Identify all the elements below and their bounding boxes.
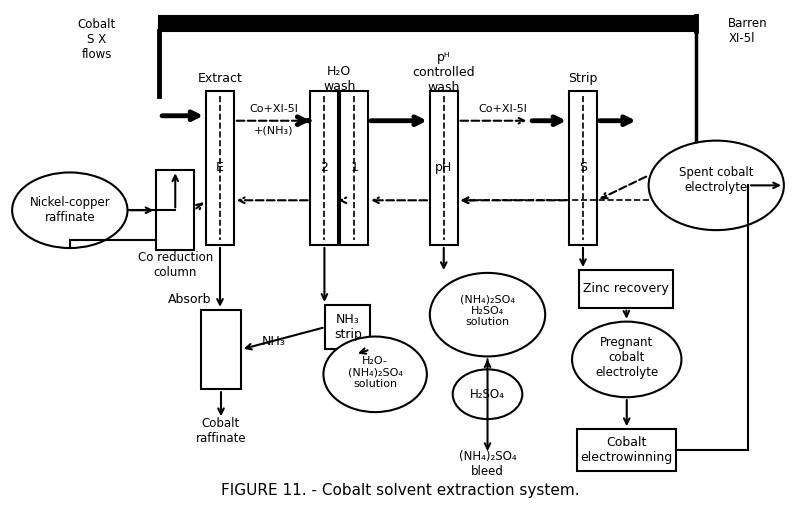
Text: +(NH₃): +(NH₃) <box>254 126 294 136</box>
Text: Zinc recovery: Zinc recovery <box>583 282 669 295</box>
Text: Co+XI-5l: Co+XI-5l <box>478 104 527 114</box>
Bar <box>577 429 677 471</box>
Text: Cobalt
raffinate: Cobalt raffinate <box>196 417 246 445</box>
Bar <box>579 270 674 308</box>
Text: Strip: Strip <box>568 72 598 85</box>
Bar <box>310 91 338 245</box>
Text: H₂SO₄: H₂SO₄ <box>470 388 505 400</box>
Bar <box>201 310 241 389</box>
Text: S: S <box>579 162 587 174</box>
Text: H₂O-
(NH₄)₂SO₄
solution: H₂O- (NH₄)₂SO₄ solution <box>348 356 402 389</box>
Text: Cobalt
S X
flows: Cobalt S X flows <box>78 18 116 61</box>
Text: Co reduction
column: Co reduction column <box>138 251 213 279</box>
Text: NH₃: NH₃ <box>262 335 286 348</box>
Text: pH: pH <box>435 162 452 174</box>
Text: 1: 1 <box>350 162 358 174</box>
Text: Co+XI-5l: Co+XI-5l <box>250 104 298 114</box>
Text: Barren
XI-5l: Barren XI-5l <box>728 17 768 45</box>
Bar <box>159 16 696 31</box>
Ellipse shape <box>323 336 427 412</box>
Text: (NH₄)₂SO₄
H₂SO₄
solution: (NH₄)₂SO₄ H₂SO₄ solution <box>460 294 515 327</box>
Bar <box>156 171 194 250</box>
Text: Spent cobalt
electrolyte: Spent cobalt electrolyte <box>679 167 754 194</box>
Text: Nickel-copper
raffinate: Nickel-copper raffinate <box>30 196 110 224</box>
Bar <box>206 91 234 245</box>
Ellipse shape <box>430 273 545 357</box>
Text: pᴴ
controlled
wash: pᴴ controlled wash <box>413 52 475 94</box>
Text: H₂O
wash: H₂O wash <box>323 65 355 93</box>
Text: Pregnant
cobalt
electrolyte: Pregnant cobalt electrolyte <box>595 336 658 379</box>
Bar <box>569 91 597 245</box>
Text: FIGURE 11. - Cobalt solvent extraction system.: FIGURE 11. - Cobalt solvent extraction s… <box>221 483 579 498</box>
Bar <box>430 91 458 245</box>
Text: Extract: Extract <box>198 72 242 85</box>
Text: 2: 2 <box>321 162 328 174</box>
Text: Cobalt
electrowinning: Cobalt electrowinning <box>581 436 673 464</box>
Ellipse shape <box>12 172 127 248</box>
Bar <box>340 91 368 245</box>
Text: E: E <box>216 162 224 174</box>
Ellipse shape <box>453 369 522 419</box>
Text: Absorb: Absorb <box>167 293 211 306</box>
Ellipse shape <box>649 140 784 230</box>
Text: NH₃
strip: NH₃ strip <box>334 313 362 341</box>
Ellipse shape <box>572 322 682 397</box>
Text: (NH₄)₂SO₄
bleed: (NH₄)₂SO₄ bleed <box>458 450 516 478</box>
Bar <box>326 305 370 349</box>
